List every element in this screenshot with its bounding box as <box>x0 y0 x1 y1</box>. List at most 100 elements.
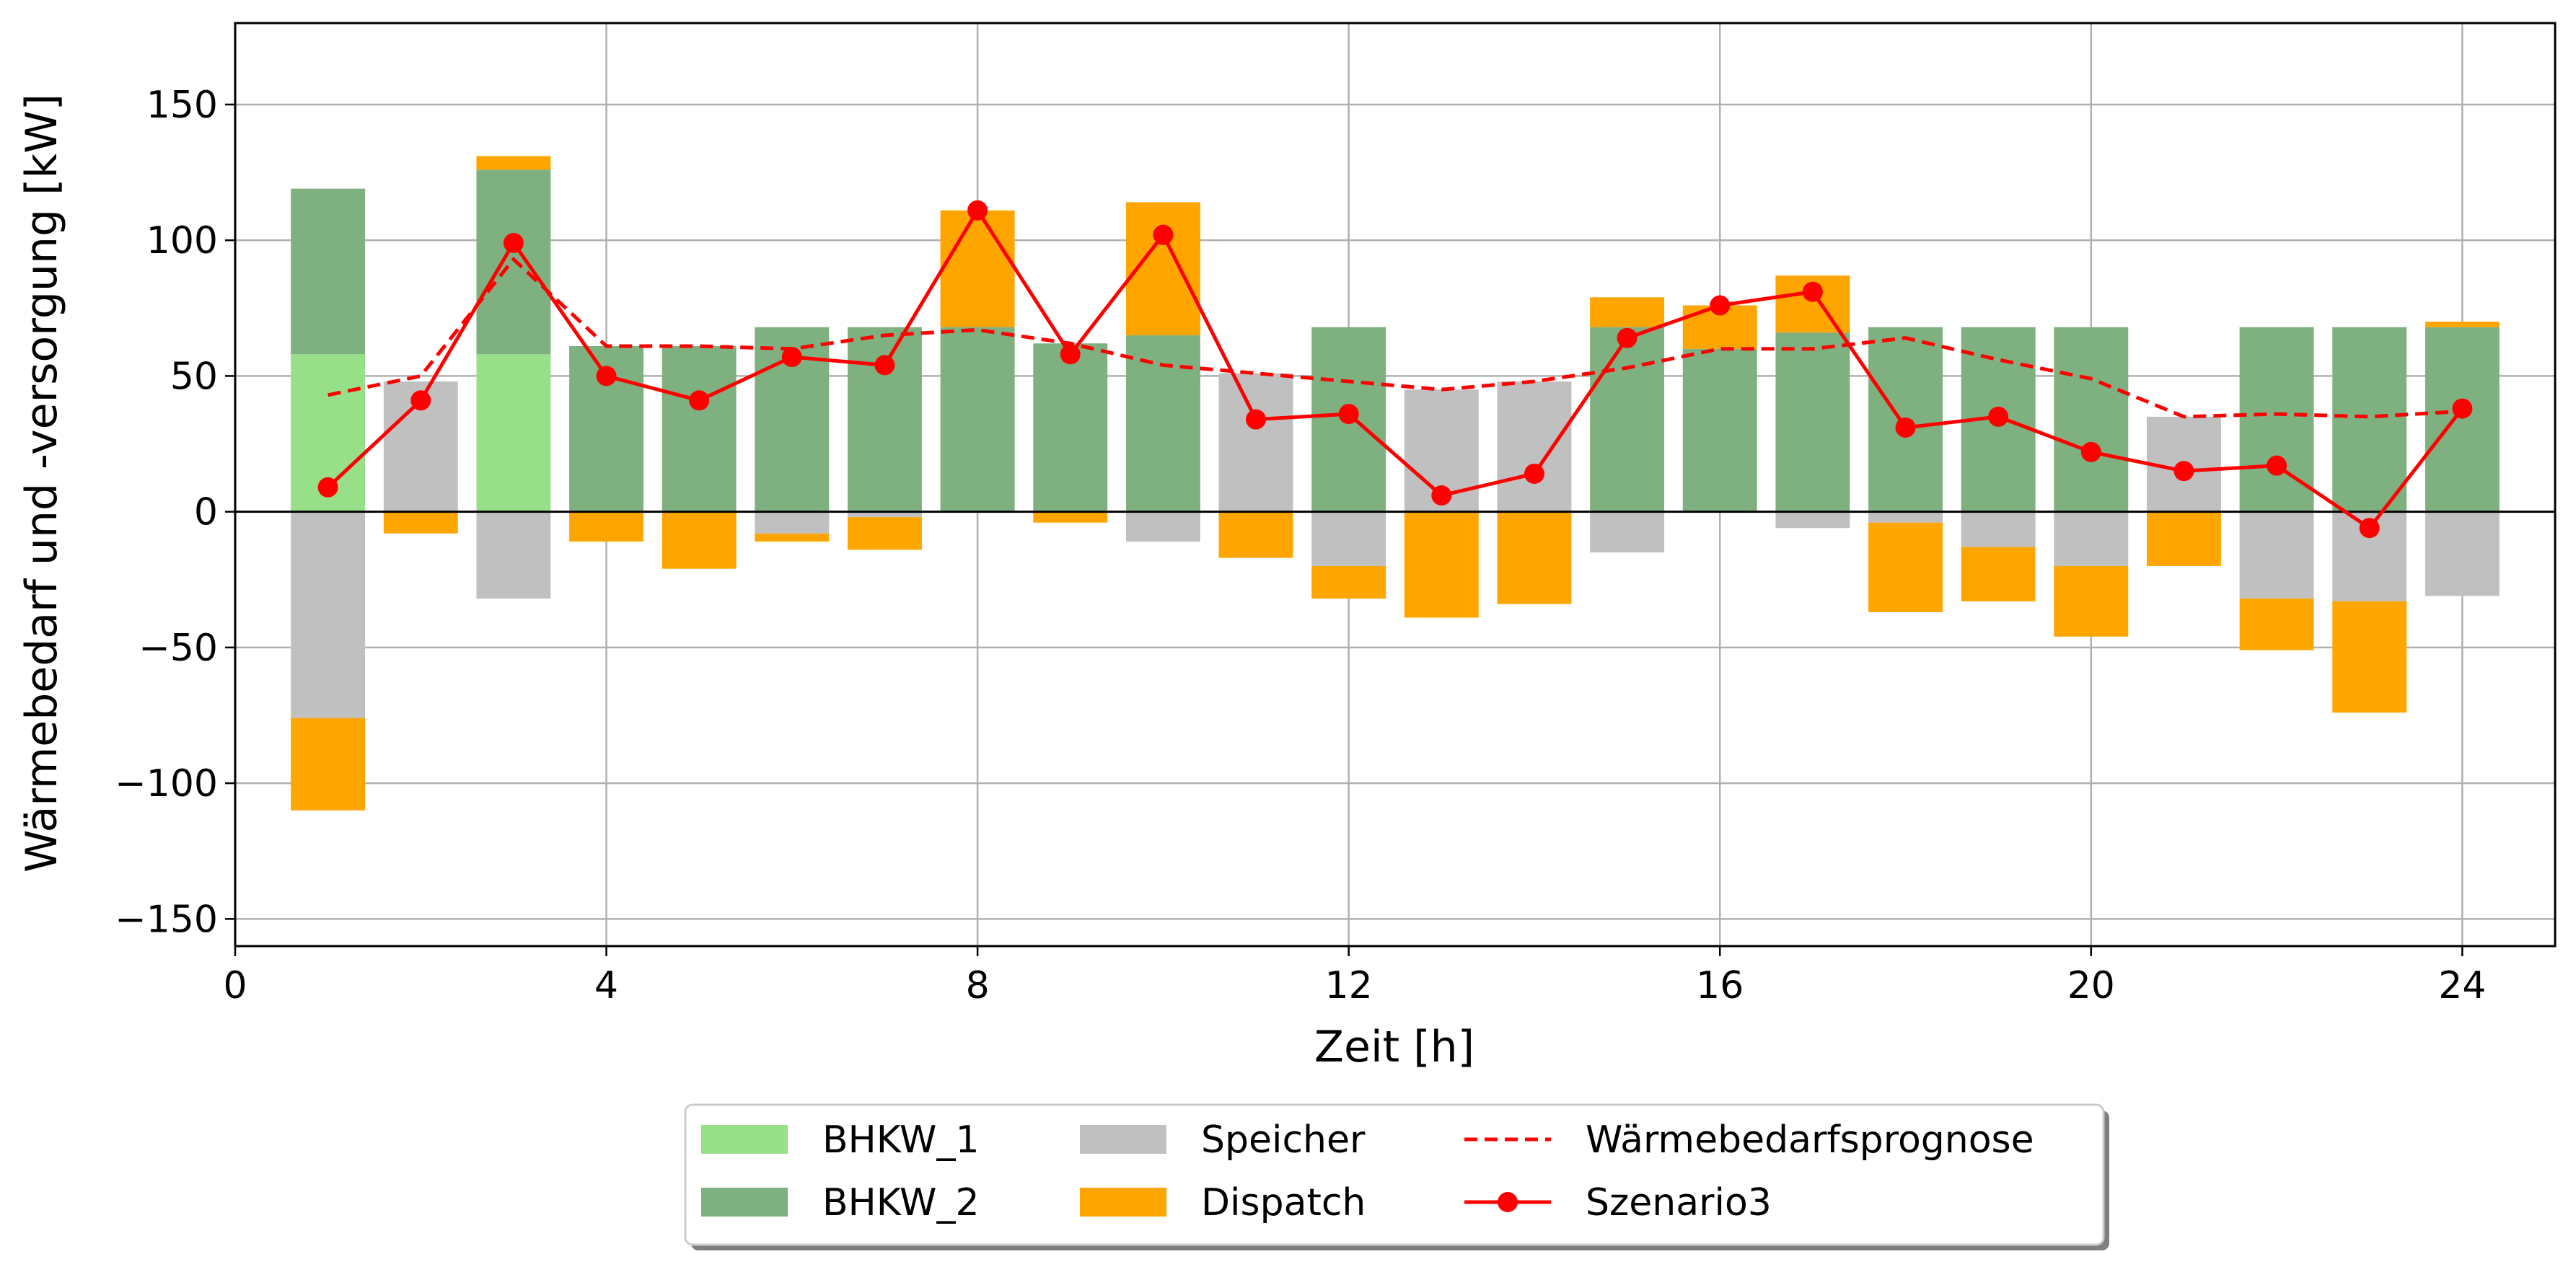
bar-bhkw2 <box>1682 348 1757 512</box>
x-tick-label: 16 <box>1696 964 1744 1007</box>
legend-label: Szenario3 <box>1586 1181 1772 1224</box>
bar-dispatch <box>1868 522 1943 612</box>
bar-dispatch <box>2332 601 2407 713</box>
bar-speicher <box>2054 511 2129 566</box>
plot-frame <box>234 22 2557 948</box>
bar-speicher <box>1497 381 1572 512</box>
x-tick-label: 8 <box>966 964 990 1007</box>
legend: BHKW_1 BHKW_2 Speicher Dispatch Wärmebedarfs… <box>684 1103 2109 1250</box>
bar-bhkw2 <box>1125 335 1200 512</box>
scenario-point <box>1524 463 1544 484</box>
bar-bhkw2 <box>2332 327 2407 512</box>
bar-dispatch <box>1961 547 2036 601</box>
y-tick-label: −50 <box>139 627 218 670</box>
legend-label: Speicher <box>1201 1118 1366 1162</box>
bar-dispatch <box>848 517 922 550</box>
bar-speicher <box>1590 511 1665 553</box>
bar-speicher <box>1961 511 2036 547</box>
y-tick-label: 100 <box>146 219 218 262</box>
bar-bhkw2 <box>1590 327 1665 512</box>
bar-dispatch <box>940 210 1015 327</box>
y-tick-label: −150 <box>115 898 218 941</box>
scenario-point <box>1895 417 1916 438</box>
scenario-point <box>410 390 431 411</box>
scenario-point <box>2267 455 2287 476</box>
scenario-point <box>596 366 617 387</box>
bar-dispatch <box>569 511 644 542</box>
bar-bhkw2 <box>1033 343 1108 512</box>
scenario-point <box>1431 485 1452 506</box>
bar-dispatch <box>755 533 830 542</box>
scenario-point <box>2359 518 2380 539</box>
bar-dispatch <box>1497 511 1572 604</box>
scenario-line <box>326 207 2464 531</box>
scenario-point <box>1802 281 1823 302</box>
x-tick-label: 0 <box>223 964 247 1007</box>
bar-dispatch <box>661 511 737 569</box>
scenario-point <box>874 355 895 376</box>
scenario-point <box>503 232 524 253</box>
bar-dispatch <box>1590 297 1665 327</box>
legend-label: Wärmebedarfsprognose <box>1586 1118 2034 1162</box>
bar-bhkw2 <box>291 188 366 355</box>
legend-swatch <box>1080 1188 1166 1217</box>
legend-swatch-marker <box>1498 1192 1518 1212</box>
legend-label: BHKW_1 <box>822 1118 980 1162</box>
scenario-point <box>781 347 802 368</box>
x-tick-label: 4 <box>594 964 618 1007</box>
scenario-point <box>1338 404 1359 425</box>
bar-bhkw2 <box>2054 327 2129 512</box>
scenario-point <box>689 390 710 411</box>
legend-label: BHKW_2 <box>822 1181 980 1224</box>
scenario-point <box>1988 406 2009 427</box>
bars <box>291 156 2500 811</box>
scenario-point <box>1710 295 1731 316</box>
scenario-point <box>317 477 338 498</box>
scenario-point <box>2173 461 2194 482</box>
bar-dispatch <box>476 156 551 170</box>
y-tick-label: 50 <box>170 355 218 398</box>
scenario-point <box>2080 441 2101 462</box>
bar-speicher <box>1218 373 1293 512</box>
bar-dispatch <box>1311 565 1386 599</box>
scenario-point <box>1246 409 1267 430</box>
legend-swatch <box>701 1188 788 1217</box>
bar-speicher <box>1125 511 1200 542</box>
bar-dispatch <box>2146 511 2221 566</box>
scenario-point <box>1617 327 1638 348</box>
bar-bhkw1 <box>476 354 551 512</box>
bar-bhkw2 <box>476 169 551 355</box>
bar-speicher <box>476 511 551 599</box>
x-tick-label: 20 <box>2067 964 2115 1007</box>
legend-label: Dispatch <box>1201 1181 1366 1224</box>
bar-speicher <box>291 511 366 718</box>
bar-bhkw2 <box>2425 327 2500 512</box>
bar-dispatch <box>1033 511 1108 523</box>
bar-speicher <box>755 511 830 534</box>
y-tick-label: −100 <box>115 762 218 805</box>
forecast-line <box>328 256 2463 419</box>
scenario-point <box>967 200 988 221</box>
scenario-point <box>1060 344 1081 365</box>
bar-speicher <box>1868 511 1943 523</box>
bar-speicher <box>848 511 922 518</box>
scenario-point <box>2452 398 2473 419</box>
x-axis-label: Zeit [h] <box>1314 1022 1474 1072</box>
legend-swatch <box>701 1125 788 1154</box>
x-tick-label: 12 <box>1325 964 1373 1007</box>
bar-speicher <box>1775 511 1850 529</box>
x-tick-label: 24 <box>2438 964 2486 1007</box>
scenario-point <box>1153 224 1174 245</box>
bar-bhkw2 <box>940 327 1015 512</box>
bar-dispatch <box>2425 322 2500 327</box>
bar-speicher <box>2425 511 2500 596</box>
y-tick-label: 0 <box>194 491 218 534</box>
bar-dispatch <box>291 718 366 811</box>
bar-dispatch <box>2239 599 2314 650</box>
bar-bhkw2 <box>661 346 737 512</box>
bar-bhkw2 <box>1775 332 1850 512</box>
y-tick-label: 150 <box>146 84 218 127</box>
bar-bhkw2 <box>848 327 922 512</box>
bar-speicher <box>1311 511 1386 566</box>
